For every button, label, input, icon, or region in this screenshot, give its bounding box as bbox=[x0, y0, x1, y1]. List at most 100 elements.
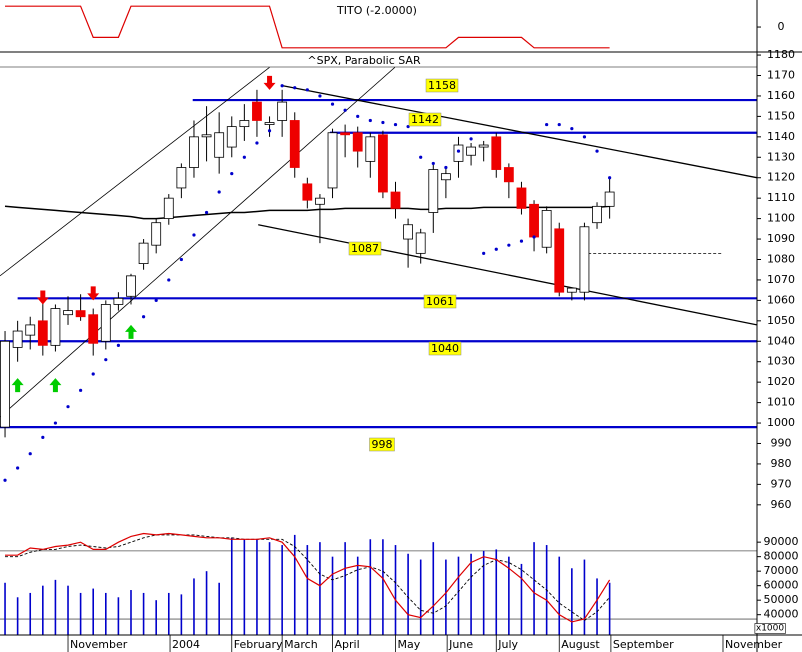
candle-body bbox=[478, 144, 489, 148]
candle-body bbox=[541, 210, 552, 248]
level-label: 1061 bbox=[423, 294, 457, 309]
y-tick-label: 1150 bbox=[767, 109, 795, 122]
candle-body bbox=[138, 242, 149, 264]
candle-body bbox=[226, 126, 237, 148]
volume-bar bbox=[281, 545, 283, 635]
sar-dot bbox=[343, 108, 347, 112]
sar-dot bbox=[154, 298, 158, 302]
level-label-bg bbox=[348, 241, 382, 256]
candle-body bbox=[579, 226, 590, 293]
candle-body bbox=[201, 134, 212, 138]
sar-dot bbox=[79, 388, 83, 392]
volume-unit-box bbox=[754, 623, 786, 634]
candle-body bbox=[453, 144, 464, 162]
volume-bar bbox=[583, 559, 586, 635]
sar-dot bbox=[482, 251, 486, 255]
volume-bar bbox=[369, 539, 372, 635]
candle-body bbox=[529, 203, 539, 238]
trendline bbox=[282, 85, 757, 179]
candle-body bbox=[214, 132, 225, 158]
level-label: 1158 bbox=[425, 78, 459, 93]
candle-body bbox=[315, 197, 325, 205]
x-tick-label: February bbox=[234, 638, 283, 651]
sar-dot bbox=[494, 247, 498, 251]
volume-bar bbox=[419, 559, 422, 635]
sar-dot bbox=[582, 135, 587, 139]
buy-arrow bbox=[49, 378, 62, 393]
volume-bar bbox=[482, 550, 485, 635]
sar-dot bbox=[368, 118, 372, 123]
sar-dot bbox=[519, 239, 524, 243]
sar-dot bbox=[204, 210, 209, 215]
y-tick-label: 1000 bbox=[767, 416, 795, 429]
sar-dot bbox=[305, 88, 309, 92]
price-panel bbox=[0, 67, 757, 482]
candle-body bbox=[327, 132, 338, 189]
volume-bar bbox=[306, 545, 309, 635]
sar-dot bbox=[53, 421, 58, 425]
candle-body bbox=[415, 232, 426, 254]
x-tick-label: July bbox=[497, 638, 518, 651]
right-axis: 0 960 970 980 990 1000 1010 1020 1030 1040 1050 106… bbox=[754, 0, 802, 652]
y-tick-label: 50000 bbox=[764, 593, 799, 606]
volume-bar bbox=[533, 542, 535, 635]
buy-arrow bbox=[11, 378, 24, 393]
x-tick-label: May bbox=[398, 638, 421, 651]
candle-body bbox=[403, 224, 413, 240]
candle-body bbox=[516, 187, 527, 209]
candle-body bbox=[37, 320, 48, 346]
y-tick-label: 40000 bbox=[764, 608, 799, 621]
candle-body bbox=[151, 222, 162, 246]
volume-bar bbox=[344, 542, 346, 635]
volume-bar bbox=[457, 556, 460, 635]
candle-body bbox=[50, 308, 61, 346]
volume-bar bbox=[470, 553, 472, 635]
sar-dot bbox=[330, 102, 335, 106]
level-label: 1040 bbox=[428, 341, 462, 356]
sar-dot bbox=[242, 155, 246, 159]
candle-body bbox=[503, 167, 514, 183]
sar-dot bbox=[116, 343, 120, 347]
y-tick-label: 1180 bbox=[767, 48, 795, 61]
y-tick-label: 1110 bbox=[767, 191, 795, 204]
y-tick-label: 970 bbox=[771, 477, 792, 490]
volume-bar bbox=[256, 539, 258, 635]
candle-body bbox=[428, 169, 439, 213]
sar-dot bbox=[141, 315, 146, 319]
y-tick-label: 1010 bbox=[767, 396, 795, 409]
volume-bar bbox=[230, 537, 233, 635]
volume-bar bbox=[79, 592, 82, 635]
volume-bar bbox=[382, 539, 384, 635]
candle-body bbox=[566, 287, 577, 293]
volume-bar bbox=[130, 590, 132, 635]
sar-dot bbox=[608, 176, 612, 180]
y-tick-label: 1130 bbox=[767, 150, 795, 163]
sar-dot bbox=[444, 165, 448, 170]
stochastic-k bbox=[5, 532, 611, 623]
candle-body bbox=[163, 197, 174, 220]
level-label: 1142 bbox=[408, 112, 442, 127]
level-label: 998 bbox=[369, 437, 395, 452]
candle-body bbox=[63, 310, 73, 316]
volume-bar bbox=[356, 556, 359, 635]
volume-bar bbox=[4, 582, 6, 635]
sar-dot bbox=[507, 243, 511, 247]
y-tick-label: 1030 bbox=[767, 355, 795, 368]
x-tick-label: August bbox=[561, 638, 600, 651]
sell-arrow bbox=[36, 290, 49, 305]
sar-dot bbox=[255, 141, 259, 145]
volume-bar bbox=[205, 571, 208, 635]
sar-dot bbox=[16, 466, 20, 470]
level-label-text: 1158 bbox=[428, 79, 456, 92]
trendline bbox=[258, 224, 757, 326]
trendline bbox=[0, 67, 270, 277]
sar-dot bbox=[381, 120, 385, 125]
sar-dot bbox=[431, 161, 435, 166]
indicator-line bbox=[5, 5, 610, 49]
level-label: 1087 bbox=[348, 241, 382, 256]
volume-bar bbox=[508, 556, 510, 635]
y-tick-label: 1050 bbox=[767, 314, 795, 327]
volume-bar bbox=[180, 594, 183, 635]
